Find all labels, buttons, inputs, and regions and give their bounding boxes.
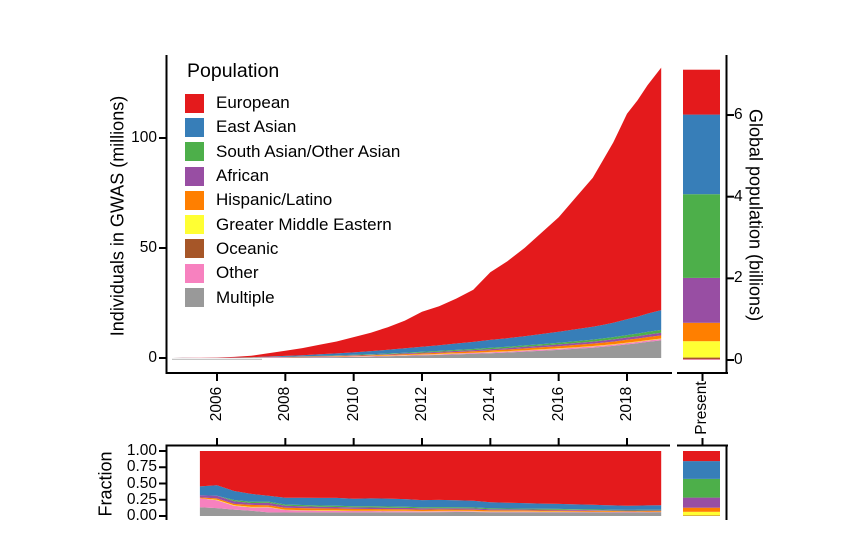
- legend-item-other: Other: [185, 261, 400, 285]
- legend-label-south-asian-other-asian: South Asian/Other Asian: [216, 141, 401, 161]
- area-individuals-hispanic-latino: [172, 335, 662, 358]
- bar-global-fraction-african: [683, 497, 720, 508]
- bar-global-fraction-european: [683, 451, 720, 462]
- bar-global-hispanic-latino: [683, 322, 720, 342]
- bar-global-fraction-south-asian-other-asian: [683, 478, 720, 498]
- multiple-swatch: [185, 288, 204, 308]
- legend-item-hispanic-latino: Hispanic/Latino: [185, 188, 400, 212]
- legend-label-other: Other: [216, 263, 259, 283]
- bar-global-fraction-east-asian: [683, 461, 720, 479]
- bar-global-east-asian: [683, 114, 720, 195]
- bar-global-other: [683, 359, 720, 360]
- area-individuals-multiple: [172, 340, 662, 358]
- legend-label-hispanic-latino: Hispanic/Latino: [216, 190, 333, 210]
- legend-label-european: European: [216, 93, 290, 113]
- area-individuals-east-asian: [172, 310, 662, 358]
- legend-label-african: African: [216, 166, 269, 186]
- area-individuals-greater-middle-eastern: [172, 338, 662, 358]
- area-fraction-east-asian: [199, 485, 662, 510]
- legend-item-south-asian-other-asian: South Asian/Other Asian: [185, 140, 400, 164]
- area-individuals-african: [172, 332, 662, 358]
- area-fraction-european: [199, 451, 662, 506]
- bar-global-fraction-greater-middle-eastern: [683, 511, 720, 516]
- bar-global-oceanic: [683, 357, 720, 360]
- oceanic-swatch: [185, 239, 204, 259]
- area-fraction-multiple: [199, 507, 662, 516]
- legend-item-multiple: Multiple: [185, 285, 400, 309]
- european-swatch: [185, 93, 204, 113]
- south-asian-other-asian-swatch: [185, 142, 204, 162]
- area-fraction-african: [199, 495, 662, 512]
- legend-item-east-asian: East Asian: [185, 115, 400, 139]
- legend-label-greater-middle-eastern: Greater Middle Eastern: [216, 214, 392, 234]
- legend-title: Population: [187, 60, 280, 82]
- legend-item-african: African: [185, 164, 400, 188]
- hispanic-latino-swatch: [185, 190, 204, 210]
- bar-global-fraction-hispanic-latino: [683, 507, 720, 512]
- legend-label-multiple: Multiple: [216, 287, 275, 307]
- legend-item-oceanic: Oceanic: [185, 237, 400, 261]
- area-fraction-south-asian-other-asian: [199, 495, 662, 511]
- greater-middle-eastern-swatch: [185, 215, 204, 235]
- legend-item-greater-middle-eastern: Greater Middle Eastern: [185, 212, 400, 236]
- bar-global-south-asian-other-asian: [683, 194, 720, 278]
- population-legend: Population European East Asian South Asian…: [185, 60, 400, 310]
- legend-label-oceanic: Oceanic: [216, 238, 279, 258]
- legend-item-european: European: [185, 91, 400, 115]
- bar-global-african: [683, 277, 720, 323]
- area-individuals-other: [172, 339, 662, 358]
- area-individuals-european: [172, 67, 662, 358]
- bar-global-greater-middle-eastern: [683, 341, 720, 358]
- african-swatch: [185, 166, 204, 186]
- bar-global-european: [683, 69, 720, 115]
- legend-items: European East Asian South Asian/Other Asia…: [185, 91, 400, 310]
- legend-label-east-asian: East Asian: [216, 117, 297, 137]
- area-individuals-south-asian-other-asian: [172, 329, 662, 358]
- other-swatch: [185, 263, 204, 283]
- east-asian-swatch: [185, 117, 204, 137]
